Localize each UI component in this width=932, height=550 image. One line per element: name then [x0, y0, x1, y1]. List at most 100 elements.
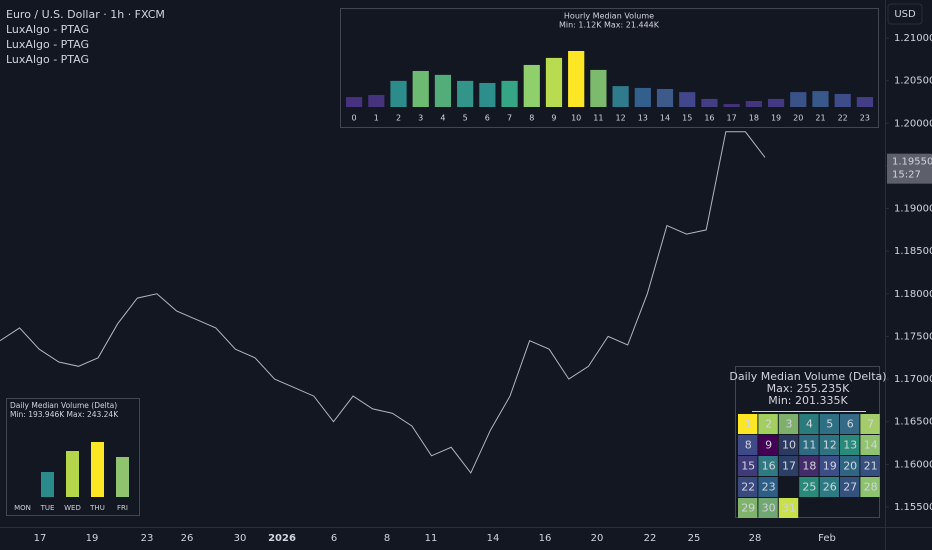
hour-bar	[568, 51, 585, 107]
hour-bar	[767, 98, 785, 107]
calendar-cell	[840, 477, 860, 497]
hour-bar	[612, 86, 629, 107]
currency: USD	[894, 9, 916, 20]
hour-bar	[479, 82, 496, 107]
calendar-cell	[819, 456, 839, 476]
hour-bar	[368, 94, 385, 107]
time-label: 23	[141, 533, 154, 544]
calendar-day: 22	[741, 481, 755, 494]
price-tick-label: 1.20000	[894, 118, 932, 129]
daily-subtitle: Min: 193.946K Max: 243.24K	[10, 410, 119, 419]
time-label: 17	[34, 533, 47, 544]
time-label: 22	[644, 533, 657, 544]
price-tick-label: 1.20500	[894, 76, 932, 87]
hour-label: 3	[418, 114, 423, 123]
time-label: 6	[331, 533, 337, 544]
calendar-cell	[778, 477, 799, 497]
hour-label: 23	[860, 114, 870, 123]
price-tick-label: 1.17500	[894, 331, 932, 342]
calendar-cell	[778, 414, 799, 434]
time-label: 30	[234, 533, 247, 544]
hour-label: 19	[771, 114, 781, 123]
current-price-box	[887, 153, 932, 184]
calendar-max: Max: 255.235K	[767, 382, 850, 395]
hour-label: 11	[593, 114, 603, 123]
calendar-day: 27	[843, 481, 857, 494]
calendar-cell	[758, 414, 778, 434]
calendar-day: 28	[864, 481, 878, 494]
day-label: THU	[89, 504, 105, 512]
hour-bar	[812, 91, 829, 107]
calendar-cell	[738, 456, 758, 476]
calendar-day: 3	[786, 418, 793, 431]
day-bar	[66, 451, 79, 497]
day-label: WED	[64, 504, 81, 512]
hour-label: 14	[660, 114, 670, 123]
calendar-day: 18	[802, 460, 816, 473]
calendar-day: 30	[762, 502, 776, 515]
calendar-day: 4	[806, 418, 813, 431]
calendar-day: 7	[867, 418, 874, 431]
currency-button[interactable]	[887, 3, 923, 25]
calendar-day: 25	[802, 481, 816, 494]
hour-bar	[723, 104, 740, 107]
hour-label: 18	[749, 114, 759, 123]
time-label: 20	[591, 533, 604, 544]
time-label: 14	[487, 533, 500, 544]
hour-bar	[434, 74, 452, 107]
hour-bar	[856, 97, 873, 107]
calendar-day: 23	[762, 481, 776, 494]
calendar-cell	[819, 414, 839, 434]
time-label: 11	[425, 533, 438, 544]
time-label: 28	[749, 533, 762, 544]
calendar-cell	[840, 435, 860, 455]
calendar-day: 6	[847, 418, 854, 431]
hour-label: 12	[616, 114, 626, 123]
daily-title: Daily Median Volume (Delta)	[10, 401, 117, 410]
calendar-day: 15	[741, 460, 755, 473]
calendar-cell	[778, 498, 799, 518]
hourly-panel	[340, 8, 879, 128]
price-tick-label: 1.17000	[894, 374, 932, 385]
hour-label: 7	[507, 114, 512, 123]
indicator-label: LuxAlgo - PTAG	[6, 53, 89, 66]
hour-label: 6	[485, 114, 490, 123]
day-bar	[116, 456, 129, 497]
calendar-cell	[758, 456, 778, 476]
calendar-day: 13	[843, 439, 857, 452]
hour-bar	[834, 93, 851, 107]
current-price-label: 1.19550	[892, 157, 932, 168]
hour-bar	[501, 80, 518, 107]
hour-bar	[701, 98, 718, 107]
calendar-day: 21	[864, 460, 878, 473]
calendar-day: 9	[765, 439, 772, 452]
calendar-cell	[778, 456, 799, 476]
hour-label: 16	[704, 114, 714, 123]
hour-bar	[679, 92, 696, 107]
hour-bar	[457, 80, 474, 107]
calendar-cell	[799, 414, 819, 434]
calendar-day: 1	[745, 418, 752, 431]
price-tick-label: 1.19000	[894, 204, 932, 215]
calendar-day: 8	[745, 439, 752, 452]
time-label: 25	[688, 533, 701, 544]
calendar-day: 14	[864, 439, 878, 452]
hour-bar	[790, 92, 807, 107]
hour-label: 1	[374, 114, 379, 123]
hour-label: 20	[793, 114, 803, 123]
hourly-subtitle: Min: 1.12K Max: 21.444K	[559, 21, 660, 30]
time-label: 26	[181, 533, 194, 544]
price-tick-label: 1.15500	[894, 502, 932, 513]
hour-bar	[523, 64, 540, 107]
time-label: 2026	[268, 533, 296, 544]
calendar-cell	[758, 477, 778, 497]
calendar-cell	[860, 456, 880, 476]
time-label: 8	[384, 533, 390, 544]
calendar-day: 31	[782, 502, 796, 515]
day-bar	[91, 442, 104, 497]
hour-bar	[390, 80, 407, 107]
symbol-title: Euro / U.S. Dollar · 1h · FXCM	[6, 8, 165, 21]
calendar-day: 16	[762, 460, 776, 473]
